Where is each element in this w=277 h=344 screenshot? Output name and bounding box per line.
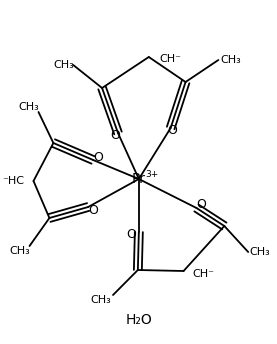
Text: O: O	[126, 227, 136, 240]
Text: CH₃: CH₃	[18, 102, 39, 112]
Text: Pr: Pr	[132, 172, 146, 186]
Text: CH₃: CH₃	[220, 55, 241, 65]
Text: CH₃: CH₃	[250, 247, 270, 257]
Text: H₂O: H₂O	[125, 313, 152, 327]
Text: O: O	[110, 129, 120, 141]
Text: O: O	[196, 198, 206, 212]
Text: CH₃: CH₃	[91, 295, 111, 305]
Text: O: O	[168, 123, 178, 137]
Text: 3+: 3+	[145, 170, 158, 179]
Text: O: O	[93, 151, 103, 163]
Text: O: O	[88, 204, 98, 216]
Text: CH₃: CH₃	[53, 60, 74, 70]
Text: CH⁻: CH⁻	[160, 54, 182, 64]
Text: ⁻HC: ⁻HC	[2, 176, 25, 186]
Text: CH⁻: CH⁻	[193, 269, 214, 279]
Text: CH₃: CH₃	[9, 246, 30, 256]
